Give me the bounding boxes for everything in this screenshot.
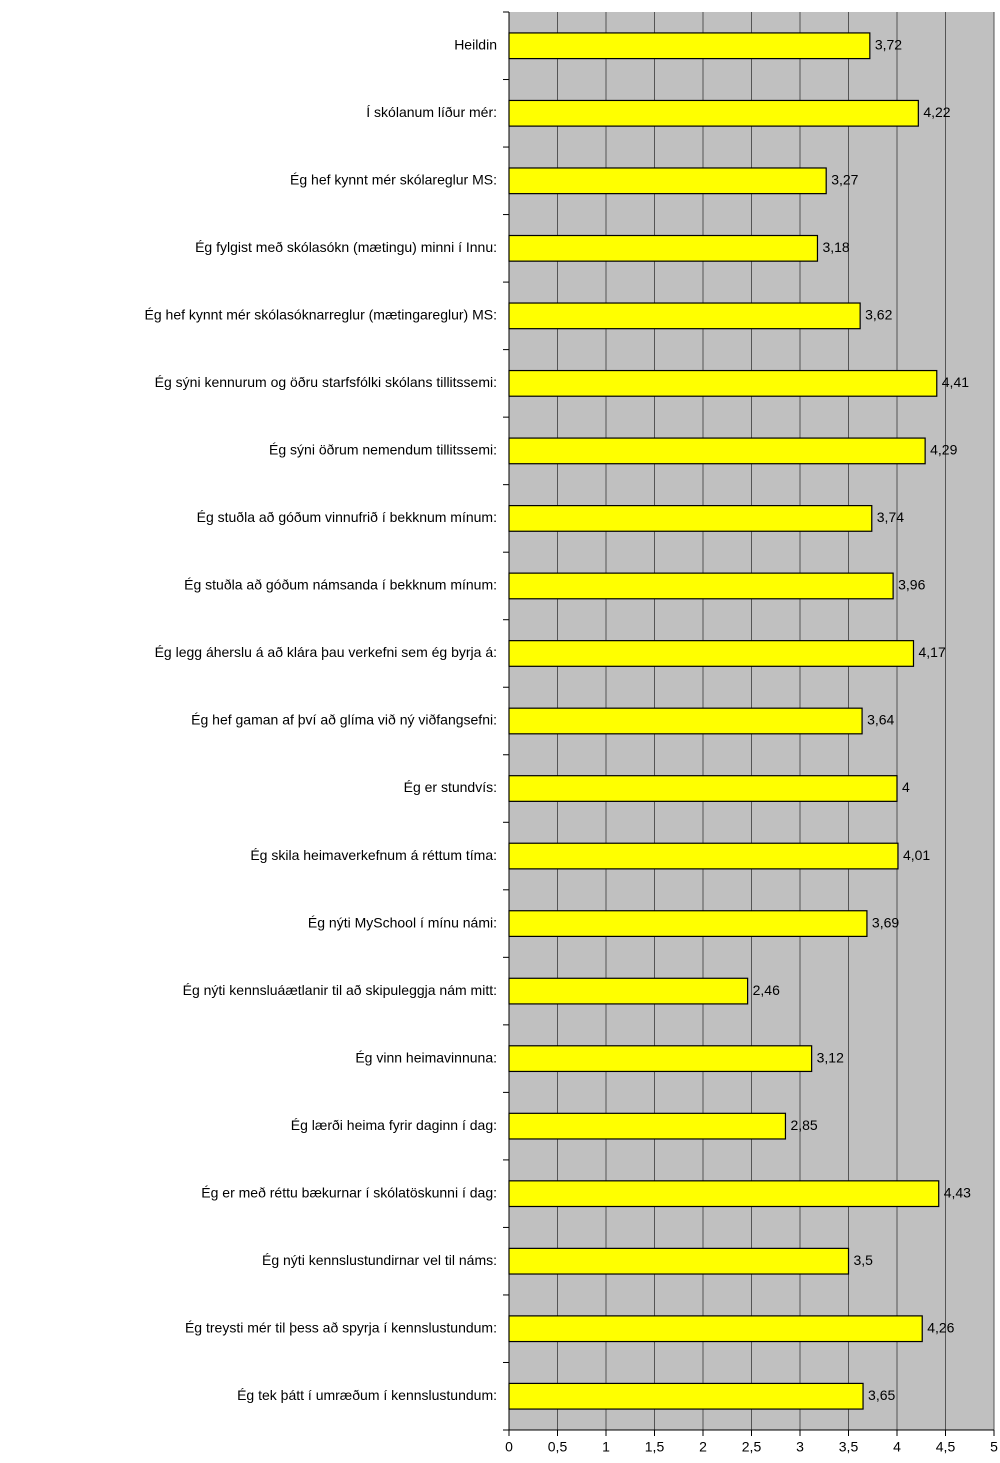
- y-tick-label: Í skólanum líður mér:: [366, 104, 497, 120]
- bar: [508, 707, 863, 735]
- y-tick-label: Ég stuðla að góðum námsanda í bekknum mí…: [184, 577, 497, 593]
- x-tick-label: 1: [602, 1439, 610, 1455]
- y-tick-label: Heildin: [454, 36, 497, 52]
- y-tick-label: Ég vinn heimavinnuna:: [355, 1049, 497, 1065]
- y-tick-label: Ég nýti MySchool í mínu námi:: [308, 914, 497, 930]
- y-tick-label: Ég stuðla að góðum vinnufrið í bekknum m…: [197, 509, 497, 525]
- bar: [508, 1315, 923, 1343]
- value-label: 4,43: [944, 1184, 971, 1200]
- value-label: 3,74: [877, 509, 904, 525]
- bar: [508, 572, 894, 600]
- bar: [508, 167, 827, 195]
- value-label: 4,26: [927, 1319, 954, 1335]
- value-label: 3,12: [817, 1049, 844, 1065]
- x-tick-label: 1,5: [645, 1439, 665, 1455]
- y-tick-label: Ég er stundvís:: [404, 779, 497, 795]
- y-tick-label: Ég hef kynnt mér skólareglur MS:: [290, 172, 497, 188]
- value-label: 2,85: [790, 1117, 817, 1133]
- value-label: 4,29: [930, 442, 957, 458]
- bar: [508, 977, 749, 1005]
- x-tick-label: 0: [505, 1439, 513, 1455]
- x-tick-label: 5: [990, 1439, 998, 1455]
- x-tick-label: 3: [796, 1439, 804, 1455]
- bar: [508, 640, 915, 667]
- bar: [508, 1382, 864, 1410]
- y-tick-label: Ég legg áherslu á að klára þau verkefni …: [155, 644, 497, 660]
- y-tick-label: Ég lærði heima fyrir daginn í dag:: [291, 1117, 497, 1133]
- x-tick-label: 3,5: [839, 1439, 859, 1455]
- value-label: 4,01: [903, 847, 930, 863]
- bar: [508, 1045, 813, 1073]
- value-label: 2,46: [753, 982, 780, 998]
- y-tick-label: Ég fylgist með skólasókn (mætingu) minni…: [195, 239, 497, 255]
- bar: [508, 1180, 940, 1208]
- value-label: 3,27: [831, 172, 858, 188]
- y-tick-label: Ég nýti kennslustundirnar vel til náms:: [262, 1252, 497, 1268]
- y-tick-label: Ég nýti kennsluáætlanir til að skipulegg…: [183, 982, 497, 998]
- bar: [508, 842, 899, 870]
- y-tick-label: Ég sýni öðrum nemendum tillitssemi:: [269, 442, 497, 458]
- y-tick-label: Ég treysti mér til þess að spyrja í kenn…: [185, 1319, 497, 1335]
- value-label: 4: [902, 779, 910, 795]
- bar: [508, 99, 919, 127]
- bar: [508, 1247, 850, 1275]
- value-label: 3,18: [822, 239, 849, 255]
- value-label: 3,62: [865, 307, 892, 323]
- y-tick-label: Ég hef gaman af því að glíma við ný viðf…: [191, 712, 497, 728]
- y-tick-label: Ég er með réttu bækurnar í skólatöskunni…: [201, 1184, 497, 1200]
- bar: [508, 504, 873, 532]
- bar: [508, 910, 868, 938]
- value-label: 3,69: [872, 914, 899, 930]
- value-label: 4,41: [942, 374, 969, 390]
- x-tick-label: 2: [699, 1439, 707, 1455]
- y-tick-label: Ég sýni kennurum og öðru starfsfólki skó…: [155, 374, 497, 390]
- bar: [508, 234, 819, 262]
- bar: [508, 1112, 787, 1140]
- x-tick-label: 4,5: [936, 1439, 956, 1455]
- x-tick-label: 2,5: [742, 1439, 762, 1455]
- value-label: 4,17: [918, 644, 945, 660]
- bar: [508, 32, 871, 60]
- y-tick-label: Ég skila heimaverkefnum á réttum tíma:: [250, 847, 497, 863]
- x-tick-label: 0,5: [548, 1439, 568, 1455]
- bar: [508, 775, 898, 802]
- bar: [508, 302, 861, 330]
- value-label: 4,22: [923, 104, 950, 120]
- value-label: 3,65: [868, 1387, 895, 1403]
- x-tick-label: 4: [893, 1439, 901, 1455]
- value-label: 3,64: [867, 712, 894, 728]
- y-tick-label: Ég hef kynnt mér skólasóknarreglur (mæti…: [145, 307, 497, 323]
- value-label: 3,96: [898, 577, 925, 593]
- bar: [508, 369, 938, 397]
- y-tick-label: Ég tek þátt í umræðum í kennslustundum:: [237, 1387, 497, 1403]
- value-label: 3,72: [875, 36, 902, 52]
- bar: [508, 437, 926, 465]
- value-label: 3,5: [854, 1252, 874, 1268]
